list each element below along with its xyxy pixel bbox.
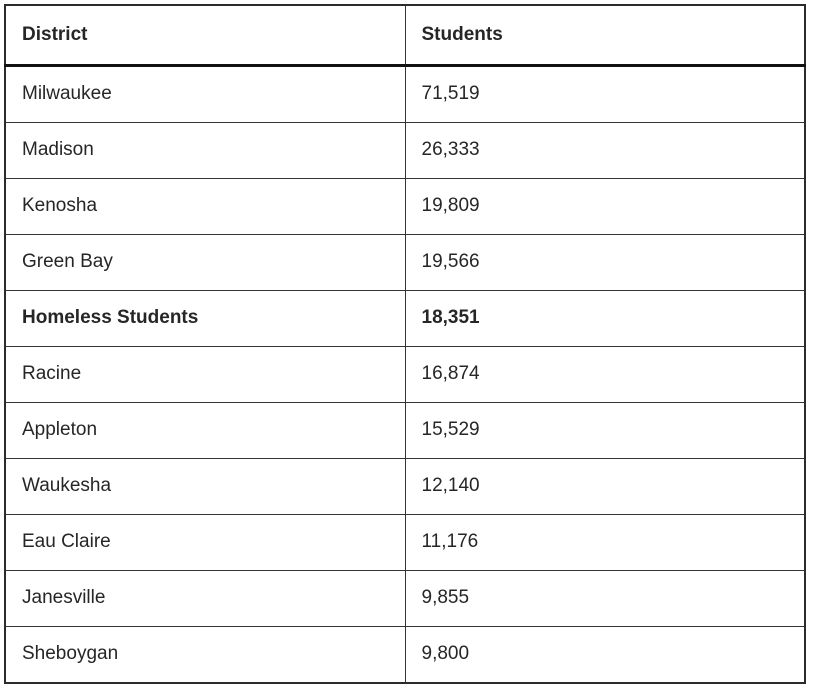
district-cell: Sheboygan (4, 626, 406, 684)
district-cell: Homeless Students (4, 290, 406, 347)
table-row: Eau Claire 11,176 (4, 514, 806, 571)
district-cell: Milwaukee (4, 65, 406, 123)
table-row: Waukesha 12,140 (4, 458, 806, 515)
district-cell: Janesville (4, 570, 406, 627)
table-row: Racine 16,874 (4, 346, 806, 403)
table-row: Homeless Students 18,351 (4, 290, 806, 347)
district-cell: Green Bay (4, 234, 406, 291)
district-cell: Waukesha (4, 458, 406, 515)
table-header: District Students (4, 4, 806, 67)
students-cell: 9,855 (404, 570, 806, 627)
students-cell: 19,566 (404, 234, 806, 291)
table-row: Janesville 9,855 (4, 570, 806, 627)
students-cell: 19,809 (404, 178, 806, 235)
column-header-district: District (4, 4, 406, 67)
table-row: Green Bay 19,566 (4, 234, 806, 291)
table-body: Milwaukee 71,519 Madison 26,333 Kenosha … (4, 65, 806, 684)
table-row: Appleton 15,529 (4, 402, 806, 459)
students-cell: 12,140 (404, 458, 806, 515)
district-cell: Madison (4, 122, 406, 179)
table-row: Kenosha 19,809 (4, 178, 806, 235)
students-cell: 9,800 (404, 626, 806, 684)
table-row: Sheboygan 9,800 (4, 626, 806, 684)
district-cell: Eau Claire (4, 514, 406, 571)
students-table: District Students Milwaukee 71,519 Madis… (4, 4, 806, 684)
students-cell: 16,874 (404, 346, 806, 403)
column-header-students: Students (404, 4, 806, 67)
students-cell: 18,351 (404, 290, 806, 347)
students-cell: 26,333 (404, 122, 806, 179)
district-cell: Kenosha (4, 178, 406, 235)
students-cell: 71,519 (404, 65, 806, 123)
table-row: Madison 26,333 (4, 122, 806, 179)
students-cell: 15,529 (404, 402, 806, 459)
district-cell: Racine (4, 346, 406, 403)
table-row: Milwaukee 71,519 (4, 65, 806, 123)
students-cell: 11,176 (404, 514, 806, 571)
header-row: District Students (4, 4, 806, 67)
district-cell: Appleton (4, 402, 406, 459)
